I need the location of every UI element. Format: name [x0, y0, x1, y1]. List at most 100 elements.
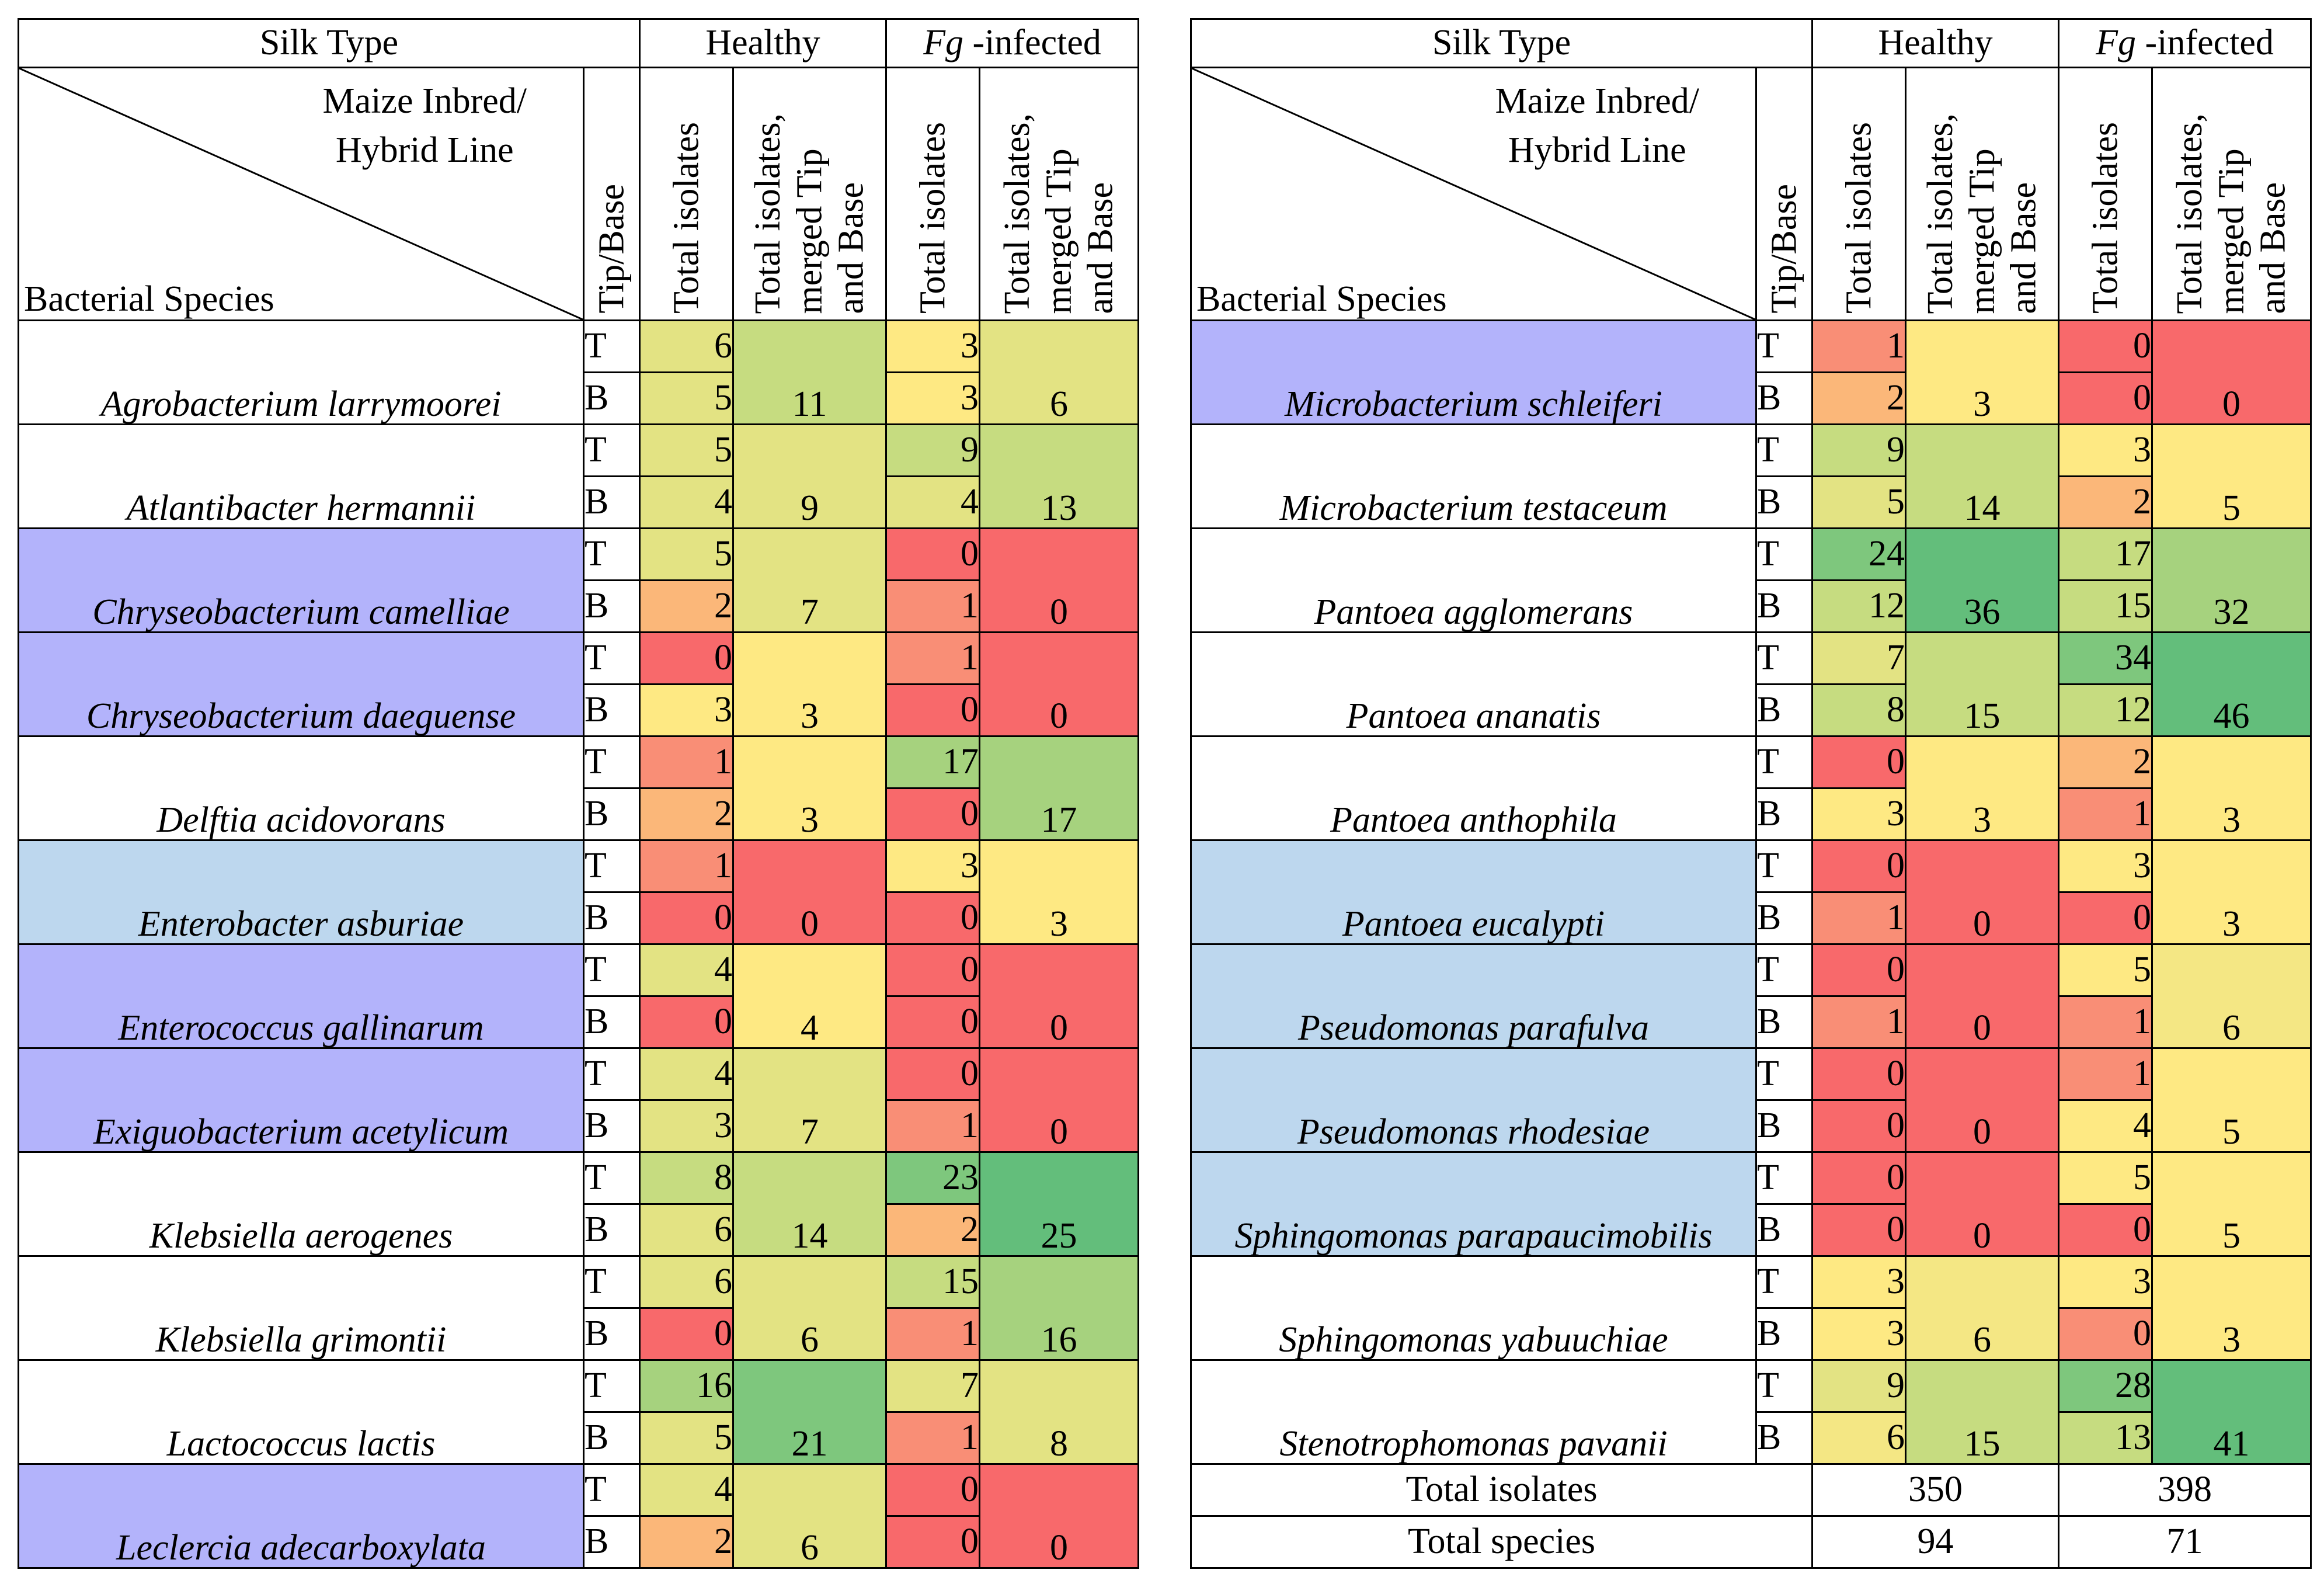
table-row: Pantoea anthophila T 0 3 2 3: [1190, 735, 2312, 841]
healthy-merged-count: 0: [1904, 1047, 2060, 1153]
table-row: Pantoea agglomerans T 24 36 17 32: [1190, 527, 2312, 633]
healthy-total-isolates-header: Total isolates: [639, 67, 734, 321]
fg-tip-count: 5: [2058, 943, 2153, 997]
species-name: Chryseobacterium camelliae: [18, 527, 585, 633]
healthy-merged-count: 0: [732, 839, 888, 945]
fg-base-count: 1: [2058, 787, 2153, 841]
healthy-merged-count: 7: [732, 527, 888, 633]
healthy-base-count: 3: [1811, 787, 1906, 841]
tip-label: T: [1755, 1255, 1813, 1309]
healthy-tip-count: 1: [639, 735, 734, 789]
fg-base-count: 2: [2058, 475, 2153, 529]
fg-base-count: 0: [2058, 891, 2153, 945]
silk-type-header: Silk Type: [18, 18, 641, 68]
species-name: Pantoea eucalypti: [1190, 839, 1757, 945]
fg-base-count: 0: [885, 891, 981, 945]
healthy-tip-count: 7: [1811, 631, 1906, 685]
base-label: B: [1755, 371, 1813, 425]
fg-merged-count: 17: [979, 735, 1140, 841]
species-name: Enterococcus gallinarum: [18, 943, 585, 1049]
healthy-base-count: 3: [639, 683, 734, 737]
table-row: Pseudomonas parafulva T 0 0 5 6: [1190, 943, 2312, 1049]
healthy-tip-count: 0: [1811, 735, 1906, 789]
species-name: Pseudomonas rhodesiae: [1190, 1047, 1757, 1153]
healthy-tip-count: 8: [639, 1151, 734, 1205]
healthy-merged-count: 14: [732, 1151, 888, 1257]
fg-tip-count: 23: [885, 1151, 981, 1205]
tip-label: T: [1755, 839, 1813, 893]
healthy-tip-count: 1: [639, 839, 734, 893]
total-species-label: Total species: [1190, 1515, 1813, 1569]
healthy-tip-count: 6: [639, 319, 734, 373]
healthy-tip-count: 0: [1811, 1047, 1906, 1101]
fg-merged-count: 5: [2151, 1047, 2312, 1153]
species-name: Agrobacterium larrymoorei: [18, 319, 585, 425]
tip-label: T: [583, 943, 641, 997]
fg-tip-count: 0: [885, 1463, 981, 1517]
maize-line-label: Maize Inbred/Hybrid Line: [322, 81, 527, 171]
fg-tip-count: 2: [2058, 735, 2153, 789]
base-label: B: [1755, 995, 1813, 1049]
table-left: Silk Type Healthy Fg -infected Maize Inb…: [18, 18, 1140, 1569]
healthy-base-count: 0: [1811, 1099, 1906, 1153]
fg-merged-count: 32: [2151, 527, 2312, 633]
bacterial-species-label: Bacterial Species: [1196, 279, 1447, 319]
fg-merged-count: 8: [979, 1359, 1140, 1465]
fg-base-count: 15: [2058, 579, 2153, 633]
silk-type-header: Silk Type: [1190, 18, 1813, 68]
fg-base-count: 1: [885, 1411, 981, 1465]
fg-tip-count: 0: [885, 943, 981, 997]
fg-merged-count: 0: [979, 527, 1140, 633]
base-label: B: [1755, 891, 1813, 945]
healthy-tip-count: 0: [1811, 839, 1906, 893]
fg-base-count: 4: [885, 475, 981, 529]
healthy-merged-count: 15: [1904, 631, 2060, 737]
table-row: Agrobacterium larrymoorei T 6 11 3 6: [18, 319, 1140, 425]
table-row: Stenotrophomonas pavanii T 9 15 28 41: [1190, 1359, 2312, 1465]
healthy-base-count: 5: [639, 371, 734, 425]
healthy-base-count: 2: [639, 787, 734, 841]
healthy-tip-count: 9: [1811, 423, 1906, 477]
species-name: Stenotrophomonas pavanii: [1190, 1359, 1757, 1465]
tip-label: T: [1755, 319, 1813, 373]
healthy-merged-count: 0: [1904, 1151, 2060, 1257]
right-table-body: Microbacterium schleiferi T 1 3 0 0 B 2 0 Microba…: [1190, 319, 2312, 1465]
species-name: Microbacterium testaceum: [1190, 423, 1757, 529]
healthy-tip-count: 4: [639, 943, 734, 997]
healthy-merged-count: 11: [732, 319, 888, 425]
table-row: Lactococcus lactis T 16 21 7 8: [18, 1359, 1140, 1465]
healthy-base-count: 5: [1811, 475, 1906, 529]
table-row: Klebsiella grimontii T 6 6 15 16: [18, 1255, 1140, 1361]
healthy-merged-count: 6: [732, 1255, 888, 1361]
fg-tip-count: 15: [885, 1255, 981, 1309]
fg-merged-count: 5: [2151, 423, 2312, 529]
fg-merged-count: 0: [979, 631, 1140, 737]
healthy-merged-count: 0: [1904, 943, 2060, 1049]
fg-base-count: 1: [885, 1307, 981, 1361]
table-row: Pantoea ananatis T 7 15 34 46: [1190, 631, 2312, 737]
fg-merged-count: 16: [979, 1255, 1140, 1361]
fg-tip-count: 34: [2058, 631, 2153, 685]
fg-base-count: 2: [885, 1203, 981, 1257]
fg-merged-count: 25: [979, 1151, 1140, 1257]
healthy-base-count: 4: [639, 475, 734, 529]
species-name: Klebsiella aerogenes: [18, 1151, 585, 1257]
fg-infected-header: Fg -infected: [885, 18, 1140, 68]
fg-tip-count: 0: [885, 1047, 981, 1101]
healthy-merged-count: 21: [732, 1359, 888, 1465]
fg-merged-count: 6: [979, 319, 1140, 425]
healthy-merged-count: 9: [732, 423, 888, 529]
fg-tip-count: 3: [2058, 1255, 2153, 1309]
table-row: Klebsiella aerogenes T 8 14 23 25: [18, 1151, 1140, 1257]
base-label: B: [583, 1515, 641, 1569]
fg-merged-count: 5: [2151, 1151, 2312, 1257]
fg-merged-count: 3: [979, 839, 1140, 945]
species-name: Sphingomonas parapaucimobilis: [1190, 1151, 1757, 1257]
